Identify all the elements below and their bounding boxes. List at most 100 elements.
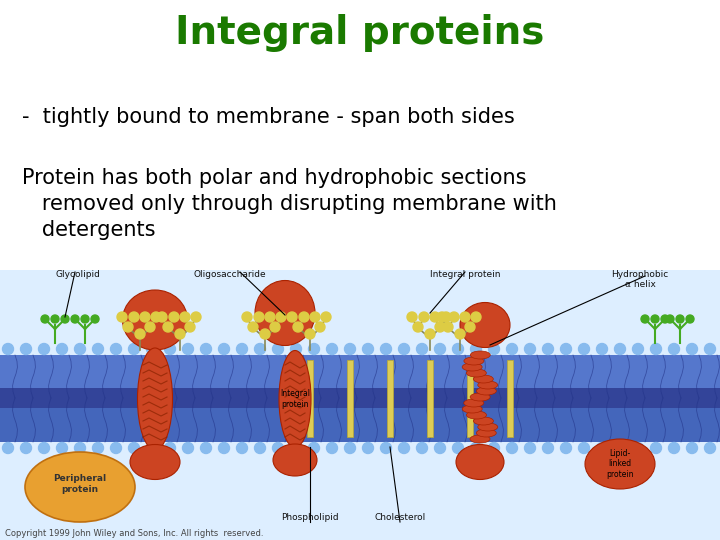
Circle shape — [321, 312, 331, 322]
Circle shape — [20, 343, 32, 354]
Circle shape — [200, 442, 212, 454]
Ellipse shape — [273, 444, 317, 476]
Ellipse shape — [464, 399, 484, 407]
Bar — [0, 270, 720, 355]
Circle shape — [430, 312, 440, 322]
Text: Lipid-
linked
protein: Lipid- linked protein — [606, 449, 634, 479]
Circle shape — [471, 312, 481, 322]
Circle shape — [163, 322, 173, 332]
Circle shape — [290, 343, 302, 354]
Circle shape — [254, 312, 264, 322]
Circle shape — [308, 442, 320, 454]
Circle shape — [56, 343, 68, 354]
Circle shape — [449, 312, 459, 322]
Circle shape — [236, 343, 248, 354]
Circle shape — [437, 312, 447, 322]
Bar — [0, 398, 720, 442]
Text: Oligosaccharide: Oligosaccharide — [194, 270, 266, 279]
Circle shape — [344, 343, 356, 354]
Circle shape — [61, 315, 69, 323]
Circle shape — [74, 442, 86, 454]
Circle shape — [578, 343, 590, 354]
Ellipse shape — [467, 411, 487, 419]
Circle shape — [135, 329, 145, 339]
Circle shape — [676, 315, 684, 323]
Circle shape — [129, 312, 139, 322]
Circle shape — [704, 442, 716, 454]
Circle shape — [441, 312, 451, 322]
Text: Copyright 1999 John Wiley and Sons, Inc. All rights  reserved.: Copyright 1999 John Wiley and Sons, Inc.… — [5, 529, 264, 538]
Circle shape — [524, 343, 536, 354]
Circle shape — [151, 312, 161, 322]
Circle shape — [74, 343, 86, 354]
Circle shape — [704, 343, 716, 354]
Circle shape — [419, 312, 429, 322]
Circle shape — [465, 322, 475, 332]
Circle shape — [270, 322, 280, 332]
Circle shape — [2, 343, 14, 354]
Circle shape — [200, 343, 212, 354]
Text: Peripheral
protein: Peripheral protein — [53, 474, 107, 494]
Circle shape — [185, 322, 195, 332]
Text: Hydrophobic
α helix: Hydrophobic α helix — [611, 270, 669, 289]
Ellipse shape — [122, 290, 187, 350]
Text: Integral proteins: Integral proteins — [175, 14, 545, 52]
Ellipse shape — [585, 439, 655, 489]
Circle shape — [578, 442, 590, 454]
Bar — [0, 442, 720, 540]
Circle shape — [524, 442, 536, 454]
Circle shape — [686, 315, 694, 323]
Circle shape — [455, 329, 465, 339]
Ellipse shape — [478, 423, 498, 431]
Circle shape — [38, 442, 50, 454]
Bar — [0, 388, 720, 408]
Circle shape — [596, 442, 608, 454]
Circle shape — [299, 312, 309, 322]
Ellipse shape — [25, 452, 135, 522]
Circle shape — [164, 343, 176, 354]
Circle shape — [425, 329, 435, 339]
Bar — [307, 360, 313, 437]
Ellipse shape — [470, 393, 490, 401]
Circle shape — [651, 315, 659, 323]
Circle shape — [123, 322, 133, 332]
Circle shape — [254, 442, 266, 454]
Circle shape — [128, 343, 140, 354]
Circle shape — [434, 343, 446, 354]
Circle shape — [470, 343, 482, 354]
Circle shape — [110, 442, 122, 454]
Circle shape — [434, 442, 446, 454]
Ellipse shape — [467, 369, 486, 377]
Text: Cholesterol: Cholesterol — [374, 513, 426, 522]
Circle shape — [632, 442, 644, 454]
Ellipse shape — [470, 435, 490, 443]
Circle shape — [305, 329, 315, 339]
Circle shape — [38, 343, 50, 354]
Circle shape — [542, 442, 554, 454]
Circle shape — [344, 442, 356, 454]
Circle shape — [470, 442, 482, 454]
Text: Integral protein: Integral protein — [430, 270, 500, 279]
Text: Integral
protein: Integral protein — [280, 389, 310, 409]
Circle shape — [380, 343, 392, 354]
Bar — [507, 360, 513, 437]
Circle shape — [272, 442, 284, 454]
Text: Phospholipid: Phospholipid — [282, 513, 339, 522]
Circle shape — [248, 322, 258, 332]
Circle shape — [506, 442, 518, 454]
Circle shape — [506, 343, 518, 354]
Bar — [0, 355, 720, 398]
Circle shape — [398, 343, 410, 354]
Circle shape — [641, 315, 649, 323]
Circle shape — [560, 343, 572, 354]
Circle shape — [81, 315, 89, 323]
Circle shape — [182, 442, 194, 454]
Circle shape — [71, 315, 79, 323]
Circle shape — [596, 343, 608, 354]
Ellipse shape — [478, 381, 498, 389]
Text: Protein has both polar and hydrophobic sections
   removed only through disrupti: Protein has both polar and hydrophobic s… — [22, 168, 557, 240]
Circle shape — [20, 442, 32, 454]
Circle shape — [614, 442, 626, 454]
Circle shape — [169, 312, 179, 322]
Circle shape — [92, 343, 104, 354]
